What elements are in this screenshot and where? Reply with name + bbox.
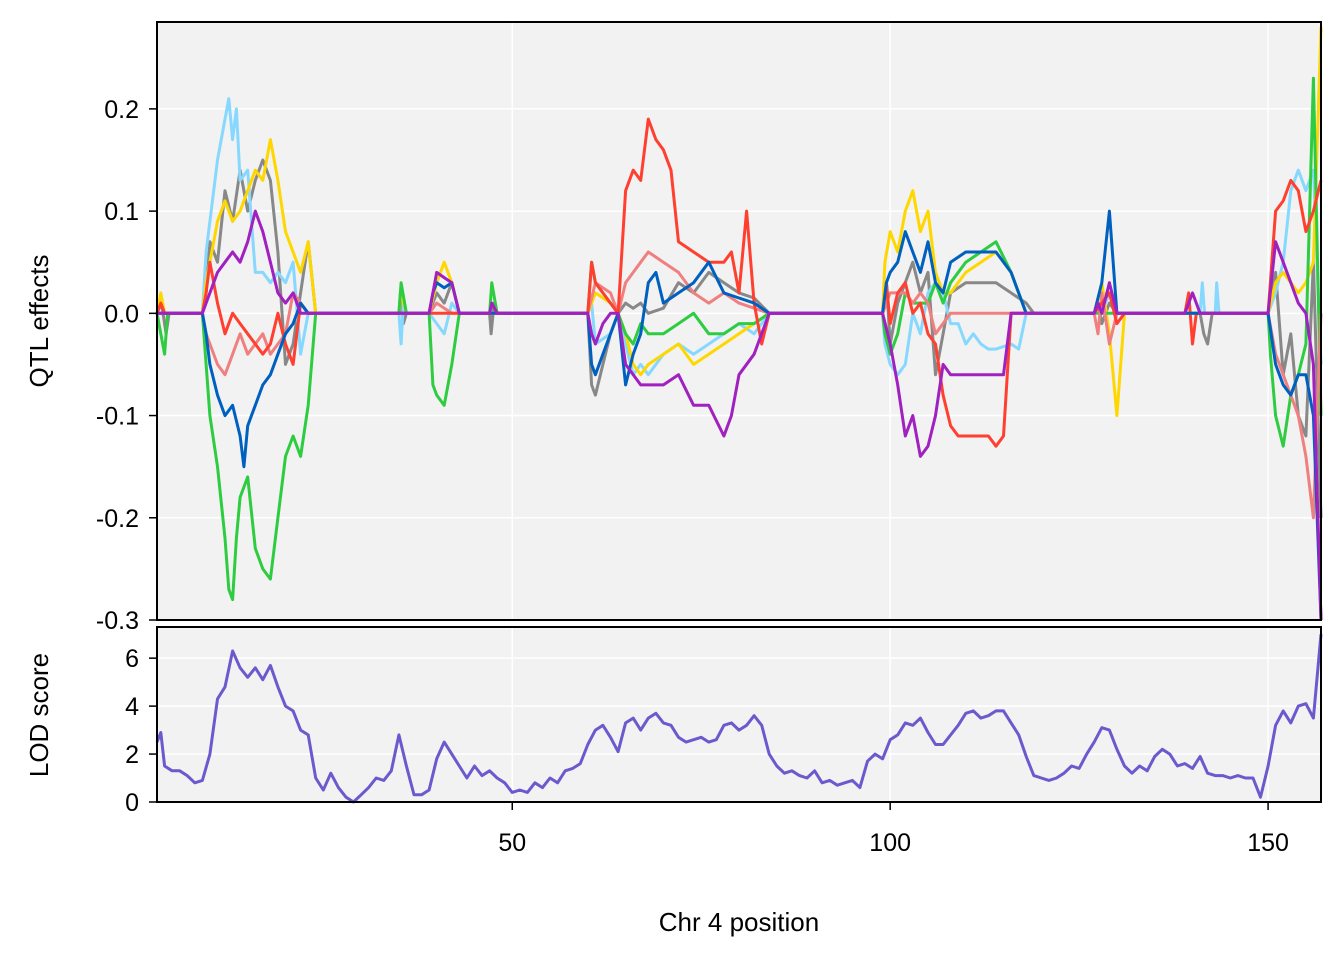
lod-x-ticks: 50 100 150 — [498, 802, 1289, 857]
effects-series-line-8 — [157, 209, 1323, 621]
lod-y-ticks: 0 2 4 6 — [125, 645, 157, 817]
lod-panel-background — [157, 627, 1321, 802]
effects-series — [155, 27, 1323, 621]
lod-y-tick-label: 2 — [125, 741, 139, 769]
effects-y-axis-title: QTL effects — [24, 255, 54, 388]
effects-series-line-1 — [155, 158, 1323, 518]
lod-panel-frame — [156, 626, 1322, 803]
lod-series — [155, 634, 1323, 804]
lod-panel: 0 2 4 6 50 100 150 LOD score Chr 4 position — [24, 626, 1323, 937]
effects-y-tick-label: -0.2 — [96, 505, 139, 533]
effects-y-tick-label: -0.1 — [96, 403, 139, 431]
effects-y-tick-label: 0.2 — [104, 96, 139, 124]
lod-y-tick-label: 4 — [125, 693, 139, 721]
lod-series-line-1 — [155, 634, 1323, 804]
effects-panel-background — [157, 22, 1321, 620]
effects-y-ticks: -0.3 -0.2 -0.1 0.0 0.1 0.2 — [96, 96, 157, 635]
x-axis-title: Chr 4 position — [659, 907, 819, 937]
x-tick-label: 150 — [1247, 829, 1289, 857]
lod-y-axis-title: LOD score — [24, 653, 54, 777]
effects-panel-frame — [156, 21, 1322, 621]
effects-y-tick-label: 0.0 — [104, 300, 139, 328]
effects-y-tick-label: 0.1 — [104, 198, 139, 226]
effects-series-line-5 — [157, 250, 1323, 520]
lod-y-tick-label: 0 — [125, 789, 139, 817]
effects-series-line-6 — [155, 117, 1323, 448]
x-tick-label: 50 — [498, 829, 526, 857]
effects-panel: -0.3 -0.2 -0.1 0.0 0.1 0.2 QTL effects — [24, 21, 1323, 635]
effects-y-tick-label: -0.3 — [96, 607, 139, 635]
x-tick-label: 100 — [869, 829, 911, 857]
lod-y-tick-label: 6 — [125, 645, 139, 673]
